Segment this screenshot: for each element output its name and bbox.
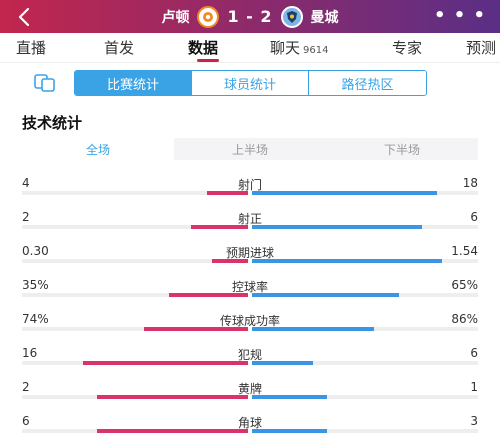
period-first-half[interactable]: 上半场 — [231, 142, 268, 157]
stats-type-switch: 比赛统计 球员统计 路径热区 — [74, 70, 427, 96]
home-stat-bar — [83, 361, 248, 365]
away-stat-bar — [252, 293, 399, 297]
tab-experts[interactable]: 专家 — [392, 39, 423, 57]
period-switch: 全场 上半场 下半场 — [22, 138, 478, 160]
stat-label: 角球 — [237, 416, 262, 430]
away-stat-bar — [252, 327, 374, 331]
segment-match-stats[interactable]: 比赛统计 — [75, 71, 192, 95]
period-full-match[interactable]: 全场 — [22, 138, 174, 160]
home-team-name: 卢顿 — [161, 9, 190, 26]
home-stat-bar — [212, 259, 248, 263]
home-stat-value: 6 — [22, 414, 30, 428]
tab-lineup[interactable]: 首发 — [104, 39, 135, 57]
home-stat-value: 2 — [22, 210, 30, 224]
home-stat-value: 2 — [22, 380, 30, 394]
period-second-half[interactable]: 下半场 — [383, 142, 420, 157]
away-stat-value: 18 — [462, 176, 478, 190]
away-stat-bar — [252, 361, 313, 365]
stats-subbar: 比赛统计 球员统计 路径热区 — [0, 63, 500, 103]
stat-label: 黄牌 — [237, 382, 262, 396]
compare-icon[interactable] — [32, 73, 58, 93]
away-stat-value: 86% — [451, 312, 478, 326]
home-stat-value: 0.30 — [22, 244, 49, 258]
tab-live[interactable]: 直播 — [16, 39, 47, 57]
away-stat-value: 1 — [470, 380, 478, 394]
stat-row: 4 射门 18 — [22, 176, 478, 218]
more-dots-icon[interactable]: • • • — [433, 5, 486, 26]
segment-player-stats[interactable]: 球员统计 — [192, 71, 309, 95]
away-stat-bar — [252, 395, 327, 399]
match-tabs: 直播 首发 数据 聊天 9614 专家 预测 — [0, 33, 500, 63]
home-stat-track — [22, 225, 248, 229]
home-stat-track — [22, 259, 248, 263]
home-stat-bar — [144, 327, 248, 331]
away-stat-track — [252, 361, 478, 365]
away-stat-bar — [252, 225, 422, 229]
away-stat-value: 6 — [470, 210, 478, 224]
tab-prediction[interactable]: 预测 — [466, 39, 497, 57]
stat-label: 传球成功率 — [219, 314, 280, 328]
stat-label: 预期进球 — [225, 246, 274, 260]
home-stat-value: 74% — [22, 312, 49, 326]
away-stat-value: 6 — [470, 346, 478, 360]
away-stat-value: 1.54 — [451, 244, 478, 258]
away-stat-value: 65% — [451, 278, 478, 292]
home-stat-bar — [207, 191, 248, 195]
tab-data[interactable]: 数据 — [188, 39, 219, 57]
home-stat-track — [22, 327, 248, 331]
away-stat-bar — [252, 259, 442, 263]
chat-count: 9614 — [303, 45, 329, 56]
stat-row: 16 犯规 6 — [22, 346, 478, 388]
stat-row: 35% 控球率 65% — [22, 278, 478, 320]
stat-row: 74% 传球成功率 86% — [22, 312, 478, 354]
away-stat-bar — [252, 191, 437, 195]
away-team-name: 曼城 — [310, 9, 339, 26]
away-stat-track — [252, 429, 478, 433]
segment-heatmap[interactable]: 路径热区 — [309, 71, 426, 95]
home-stat-track — [22, 191, 248, 195]
match-score: 1 - 2 — [227, 7, 273, 26]
home-stat-value: 4 — [22, 176, 30, 190]
home-team-crest-icon — [197, 5, 220, 28]
match-header: 卢顿 1 - 2 曼城 • • • — [0, 0, 500, 33]
stat-row: 6 角球 3 — [22, 414, 478, 440]
home-stat-bar — [97, 395, 248, 399]
home-stat-track — [22, 293, 248, 297]
away-stat-value: 3 — [470, 414, 478, 428]
section-title: 技术统计 — [22, 114, 83, 132]
scoreline: 卢顿 1 - 2 曼城 — [0, 0, 500, 33]
stat-row: 0.30 预期进球 1.54 — [22, 244, 478, 286]
stat-row: 2 射正 6 — [22, 210, 478, 252]
away-stat-track — [252, 395, 478, 399]
tab-chat[interactable]: 聊天 9614 — [270, 39, 329, 57]
home-stat-value: 35% — [22, 278, 49, 292]
stat-label: 射门 — [237, 178, 262, 192]
back-chevron-icon — [18, 7, 30, 27]
stat-row: 2 黄牌 1 — [22, 380, 478, 422]
home-stat-bar — [169, 293, 248, 297]
active-tab-underline — [197, 59, 219, 62]
back-button[interactable] — [14, 6, 36, 28]
home-stat-bar — [97, 429, 248, 433]
home-stat-bar — [191, 225, 248, 229]
home-stat-value: 16 — [22, 346, 38, 360]
stat-label: 射正 — [237, 212, 262, 226]
away-stat-bar — [252, 429, 327, 433]
stat-label: 犯规 — [237, 348, 262, 362]
away-team-crest-icon — [280, 5, 303, 28]
stat-label: 控球率 — [231, 280, 268, 294]
